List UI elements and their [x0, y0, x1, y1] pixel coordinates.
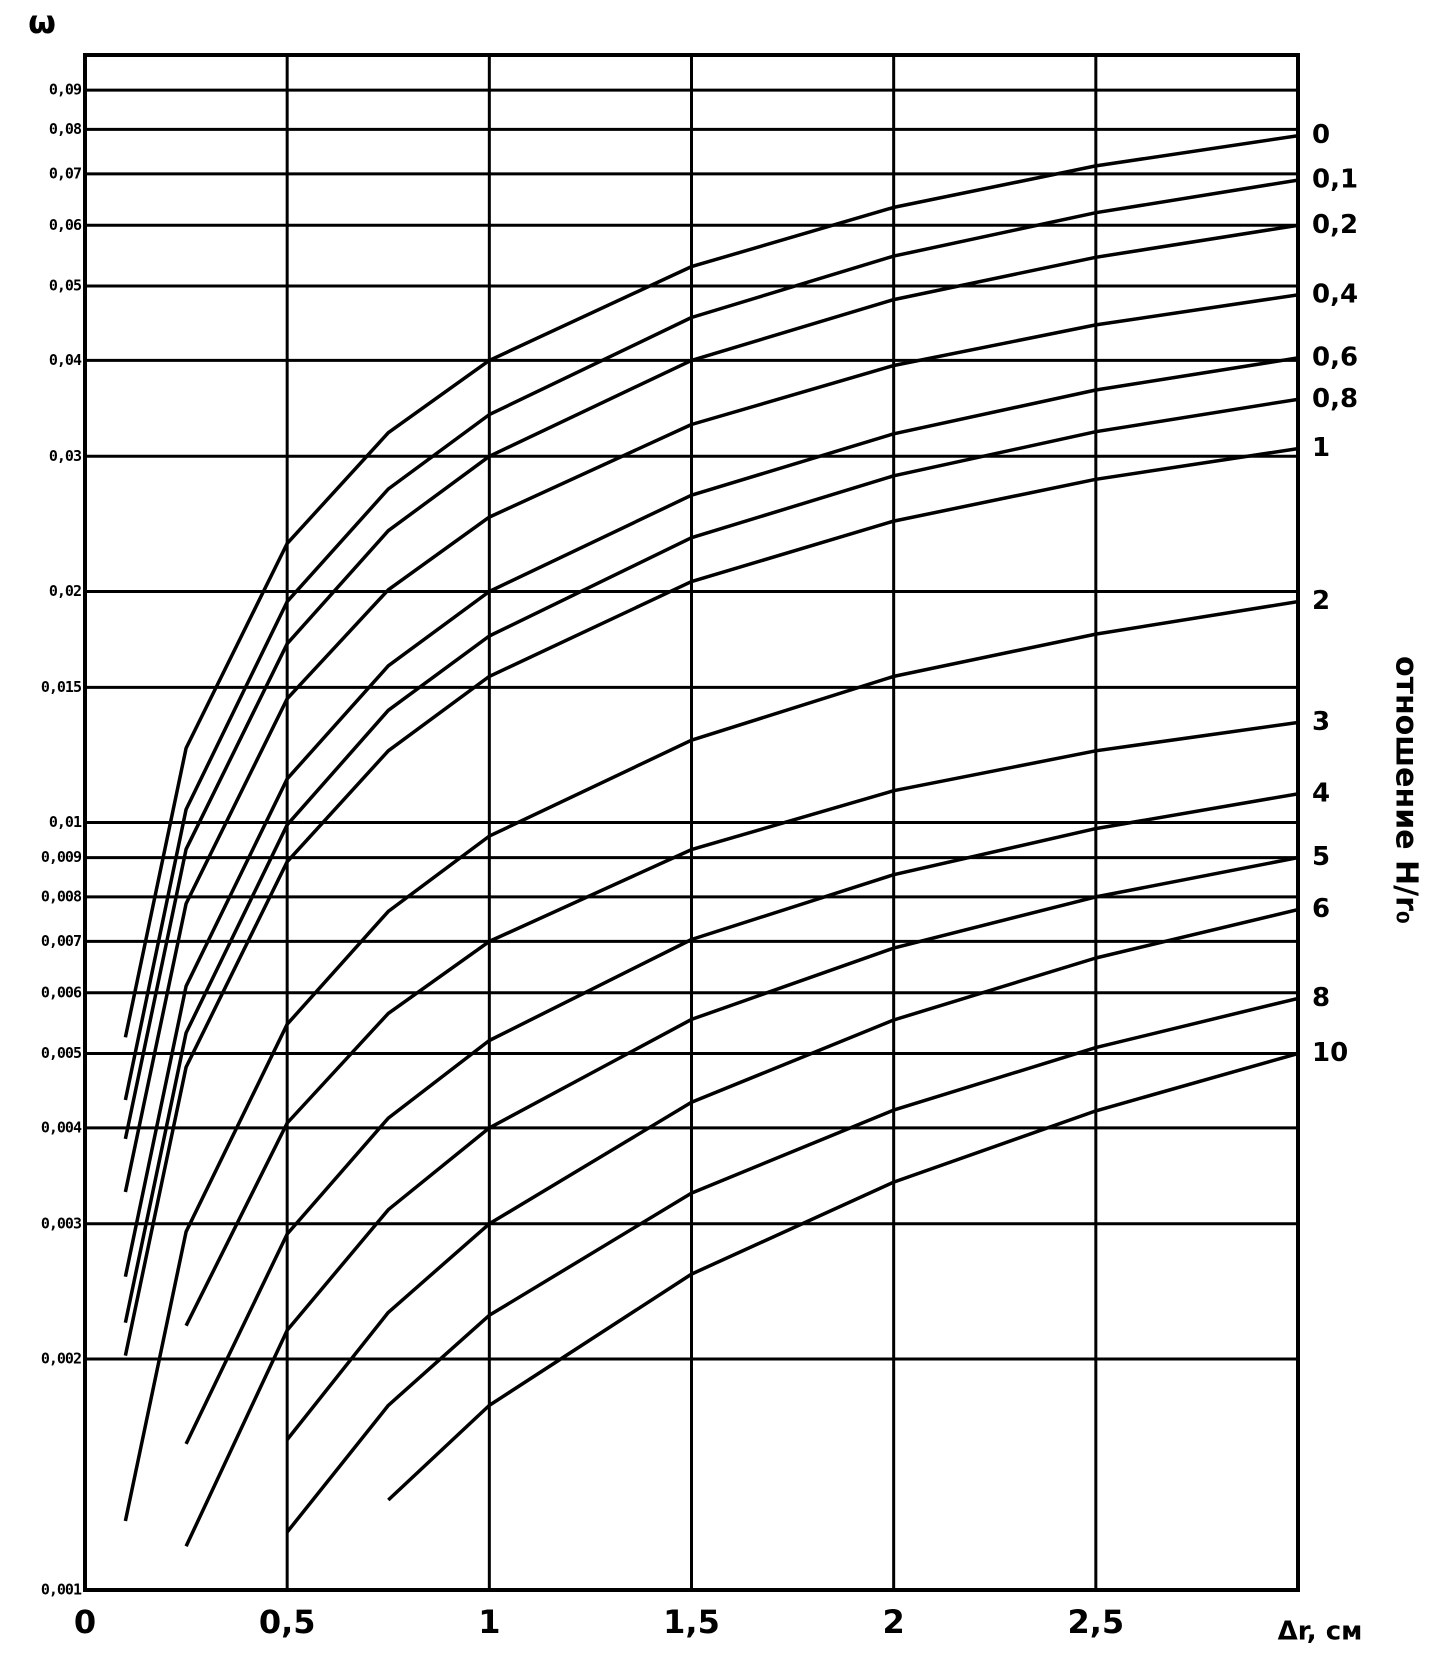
- x-tick-label: 2: [883, 1603, 905, 1641]
- y-tick-label: 0,07: [49, 164, 81, 182]
- series-label: 0,8: [1312, 384, 1358, 414]
- y-axis-label: ω: [28, 3, 56, 41]
- curve: [123, 599, 1298, 1522]
- x-tick-label: 2,5: [1067, 1603, 1124, 1641]
- series-label: 10: [1312, 1038, 1348, 1068]
- y-tick-label: 0,004: [41, 1118, 82, 1136]
- curve: [123, 446, 1298, 1356]
- y-tick-label: 0,009: [41, 848, 82, 866]
- y-tick-label: 0,002: [41, 1349, 81, 1367]
- series-label: 4: [1312, 778, 1330, 808]
- y-tick-label: 0,02: [49, 582, 81, 600]
- series-label: 6: [1312, 894, 1330, 924]
- curve: [184, 720, 1298, 1327]
- series-label: 0,4: [1312, 279, 1358, 309]
- curve: [123, 178, 1298, 1101]
- curve: [285, 996, 1298, 1534]
- series-label: 1: [1312, 433, 1330, 463]
- legend-title: отношение H/r₀: [1389, 656, 1424, 924]
- y-tick-label: 0,04: [49, 351, 82, 369]
- y-tick-label: 0,005: [41, 1044, 82, 1062]
- y-tick-label: 0,015: [41, 678, 82, 696]
- x-tick-label: 0: [74, 1603, 96, 1641]
- series-label: 8: [1312, 983, 1330, 1013]
- y-tick-label: 0,06: [49, 216, 82, 234]
- curve: [123, 223, 1298, 1140]
- y-tick-label: 0,08: [49, 120, 82, 138]
- curve: [285, 907, 1298, 1441]
- y-tick-label: 0,05: [49, 277, 82, 295]
- y-tick-label: 0,09: [49, 81, 82, 99]
- x-axis-label: Δr, см: [1278, 1617, 1363, 1647]
- curve: [123, 133, 1298, 1038]
- y-tick-label: 0,001: [41, 1581, 82, 1599]
- curve: [184, 792, 1298, 1445]
- series-label: 0: [1312, 120, 1330, 150]
- y-tick-label: 0,03: [49, 447, 82, 465]
- series-label: 0,1: [1312, 165, 1358, 195]
- x-tick-label: 0,5: [259, 1603, 316, 1641]
- series-label: 2: [1312, 586, 1330, 616]
- x-tick-label: 1,5: [663, 1603, 720, 1641]
- series-label: 3: [1312, 707, 1330, 737]
- curve: [387, 1051, 1298, 1502]
- series-label: 0,6: [1312, 342, 1358, 372]
- y-tick-label: 0,01: [49, 813, 82, 831]
- x-tick-label: 1: [478, 1603, 500, 1641]
- curve: [123, 356, 1298, 1278]
- y-tick-label: 0,008: [41, 887, 82, 905]
- y-tick-label: 0,003: [41, 1214, 82, 1232]
- curve: [123, 293, 1298, 1193]
- series-label: 0,2: [1312, 210, 1358, 240]
- y-tick-label: 0,007: [41, 932, 81, 950]
- y-tick-label: 0,006: [41, 983, 82, 1001]
- curve: [184, 855, 1298, 1548]
- curve: [123, 397, 1298, 1324]
- series-label: 5: [1312, 842, 1330, 872]
